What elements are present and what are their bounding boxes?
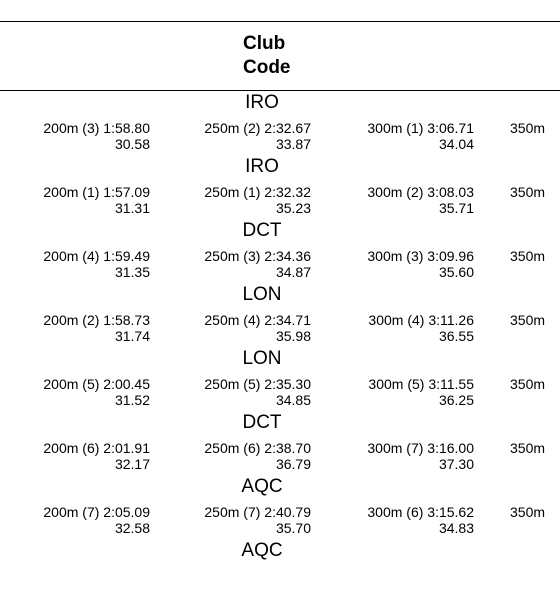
split-cell: 300m (4) 3:11.26 36.55 [343, 312, 474, 344]
split-time: 250m (5) 2:35.30 [204, 376, 311, 392]
club-code: IRO [245, 92, 279, 113]
split-time: 200m (7) 2:05.09 [43, 504, 150, 520]
split-lap: 33.87 [275, 136, 311, 152]
split-cell: 200m (1) 1:57.09 31.31 [20, 184, 150, 216]
club-code: LON [242, 348, 282, 369]
split-time: 200m (4) 1:59.49 [43, 248, 150, 264]
split-cell: 250m (6) 2:38.70 36.79 [181, 440, 311, 472]
split-time: 300m (4) 3:11.26 [368, 312, 474, 328]
split-cell: 200m (2) 1:58.73 31.74 [20, 312, 150, 344]
split-lap: 31.31 [114, 200, 150, 216]
split-cell: 300m (6) 3:15.62 34.83 [343, 504, 474, 536]
club-code: IRO [245, 156, 279, 177]
split-cell: 200m (7) 2:05.09 32.58 [20, 504, 150, 536]
split-time: 250m (1) 2:32.32 [204, 184, 311, 200]
club-code: AQC [241, 476, 283, 497]
split-time: 300m (6) 3:15.62 [367, 504, 474, 520]
split-cell: 350m [510, 184, 545, 200]
split-time: 300m (2) 3:08.03 [367, 184, 474, 200]
split-lap: 34.85 [275, 392, 311, 408]
header-line: Code [243, 57, 291, 78]
split-lap: 32.58 [114, 520, 150, 536]
split-time: 200m (6) 2:01.91 [43, 440, 150, 456]
split-cell: 350m [510, 312, 545, 328]
split-time: 350m [510, 440, 546, 456]
split-lap: 36.55 [438, 328, 474, 344]
split-cell: 200m (5) 2:00.45 31.52 [20, 376, 150, 408]
split-lap: 35.60 [438, 264, 474, 280]
split-cell: 300m (5) 3:11.55 36.25 [343, 376, 474, 408]
split-lap: 35.98 [275, 328, 311, 344]
split-time: 350m [510, 120, 546, 136]
split-cell: 200m (3) 1:58.80 30.58 [20, 120, 150, 152]
split-lap: 36.79 [275, 456, 311, 472]
split-time: 250m (4) 2:34.71 [204, 312, 311, 328]
split-cell: 350m [510, 504, 545, 520]
split-cell: 300m (1) 3:06.71 34.04 [343, 120, 474, 152]
split-cell: 350m [510, 248, 545, 264]
split-cell: 350m [510, 120, 545, 136]
club-code: LON [242, 284, 282, 305]
split-lap: 30.58 [114, 136, 150, 152]
split-lap: 35.70 [275, 520, 311, 536]
split-time: 200m (5) 2:00.45 [43, 376, 150, 392]
split-time: 200m (3) 1:58.80 [43, 120, 150, 136]
split-time: 250m (7) 2:40.79 [204, 504, 311, 520]
header-rule [0, 90, 560, 91]
split-cell: 250m (7) 2:40.79 35.70 [181, 504, 311, 536]
club-code: DCT [242, 220, 282, 241]
split-time: 300m (1) 3:06.71 [367, 120, 474, 136]
split-cell: 250m (3) 2:34.36 34.87 [181, 248, 311, 280]
split-lap: 34.87 [275, 264, 311, 280]
split-time: 350m [510, 504, 546, 520]
split-time: 300m (5) 3:11.55 [368, 376, 474, 392]
club-code: DCT [242, 412, 282, 433]
split-cell: 350m [510, 376, 545, 392]
split-time: 350m [510, 184, 546, 200]
split-lap: 32.17 [114, 456, 150, 472]
header-line: Club [243, 33, 286, 54]
split-cell: 250m (1) 2:32.32 35.23 [181, 184, 311, 216]
split-time: 350m [510, 248, 546, 264]
split-time: 300m (3) 3:09.96 [367, 248, 474, 264]
split-time: 200m (2) 1:58.73 [43, 312, 150, 328]
split-cell: 200m (4) 1:59.49 31.35 [20, 248, 150, 280]
split-cell: 200m (6) 2:01.91 32.17 [20, 440, 150, 472]
split-time: 250m (3) 2:34.36 [204, 248, 311, 264]
split-time: 250m (6) 2:38.70 [204, 440, 311, 456]
split-time: 350m [510, 376, 546, 392]
club-code: AQC [241, 540, 283, 561]
split-lap: 37.30 [438, 456, 474, 472]
split-cell: 300m (3) 3:09.96 35.60 [343, 248, 474, 280]
top-rule [0, 21, 560, 22]
split-cell: 300m (2) 3:08.03 35.71 [343, 184, 474, 216]
split-lap: 34.83 [438, 520, 474, 536]
split-cell: 300m (7) 3:16.00 37.30 [343, 440, 474, 472]
split-lap: 35.23 [275, 200, 311, 216]
split-time: 200m (1) 1:57.09 [43, 184, 150, 200]
split-cell: 250m (5) 2:35.30 34.85 [181, 376, 311, 408]
split-time: 350m [510, 312, 546, 328]
split-lap: 35.71 [438, 200, 474, 216]
split-lap: 31.35 [114, 264, 150, 280]
split-lap: 31.52 [114, 392, 150, 408]
split-cell: 250m (2) 2:32.67 33.87 [181, 120, 311, 152]
split-cell: 350m [510, 440, 545, 456]
split-lap: 36.25 [438, 392, 474, 408]
split-lap: 34.04 [438, 136, 474, 152]
split-cell: 250m (4) 2:34.71 35.98 [181, 312, 311, 344]
split-lap: 31.74 [114, 328, 150, 344]
split-time: 250m (2) 2:32.67 [204, 120, 311, 136]
split-time: 300m (7) 3:16.00 [367, 440, 474, 456]
